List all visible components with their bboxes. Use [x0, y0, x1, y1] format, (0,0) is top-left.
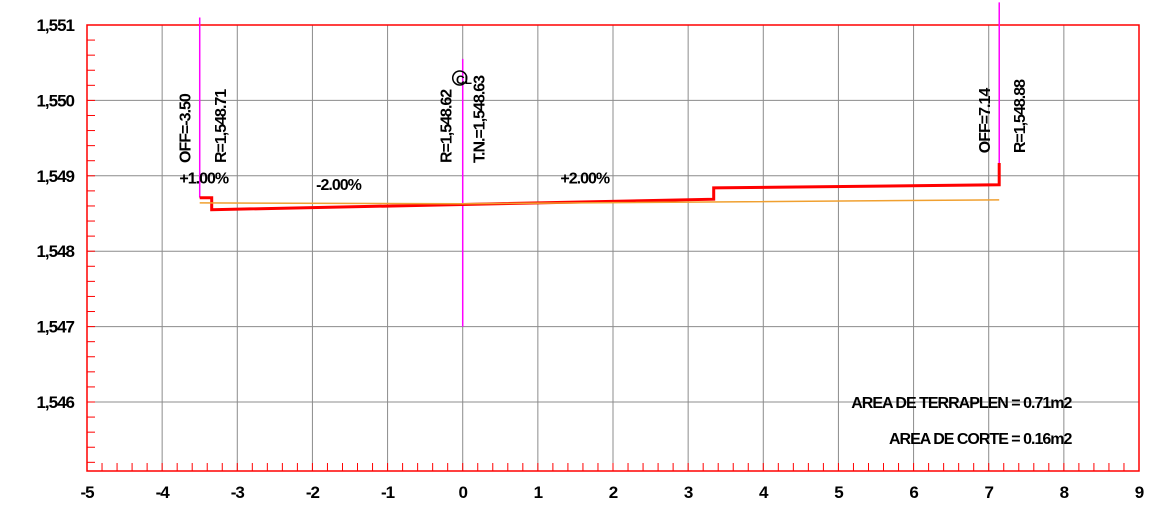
annotation-label: R=1,548.71: [213, 89, 230, 163]
area-labels: AREA DE TERRAPLEN = 0.71m2 AREA DE CORTE …: [851, 395, 1073, 448]
annotation-label: R=1,548.88: [1012, 79, 1029, 153]
offset-lines: [198, 2, 1000, 327]
annotation-label: OFF=-3.50: [178, 93, 195, 163]
annotation-label: OFF=7.14: [977, 88, 994, 154]
series-line: [199, 163, 1001, 212]
x-tick-label: -4: [156, 483, 171, 502]
annotation-label: T.N.=1,548.63: [472, 75, 489, 163]
x-tick-label: 9: [1135, 483, 1144, 502]
x-tick-label: 5: [834, 483, 843, 502]
centerline-symbol: CL: [451, 70, 472, 87]
y-tick-label: 1,547: [36, 318, 74, 337]
x-tick-label: 2: [609, 483, 618, 502]
centerline-symbol-text: CL: [456, 73, 472, 87]
y-tick-label: 1,549: [36, 167, 74, 186]
minor-ticks: [87, 39, 1125, 471]
x-tick-label: 3: [684, 483, 693, 502]
x-tick-label: -1: [381, 483, 395, 502]
x-tick-label: 6: [909, 483, 918, 502]
x-tick-label: -5: [80, 483, 94, 502]
x-tick-label: 0: [458, 483, 467, 502]
y-tick-label: 1,551: [36, 16, 74, 35]
grid-lines: [87, 25, 1139, 471]
annotation-label: R=1,548.62: [438, 89, 455, 163]
x-tick-label: 1: [534, 483, 543, 502]
y-tick-label: 1,550: [36, 91, 74, 110]
y-tick-label: 1,546: [36, 393, 74, 412]
annotations: OFF=-3.50 R=1,548.71 +1.00% -2.00% R=1,548.6…: [178, 75, 1029, 194]
annotation-label: +2.00%: [560, 170, 609, 187]
y-tick-labels: 1,546 1,547 1,548 1,549 1,550 1,551: [36, 16, 75, 412]
series-lines: [199, 163, 1001, 212]
x-tick-label: 7: [984, 483, 993, 502]
annotation-label: +1.00%: [179, 170, 228, 187]
x-tick-label: -3: [231, 483, 245, 502]
area-label: AREA DE TERRAPLEN = 0.71m2: [851, 395, 1072, 412]
y-tick-label: 1,548: [36, 242, 74, 261]
series-line: [199, 199, 1000, 205]
x-tick-label: -2: [306, 483, 320, 502]
plot-frame: [86, 24, 1140, 472]
x-tick-labels: -5 -4 -3 -2 -1 0 1 2 3 4 5 6 7 8 9: [80, 483, 1144, 502]
centerline-circle-icon: [451, 70, 468, 86]
area-label: AREA DE CORTE = 0.16m2: [889, 431, 1072, 448]
x-tick-label: 4: [759, 483, 769, 502]
x-tick-label: 8: [1060, 483, 1069, 502]
annotation-label: -2.00%: [316, 177, 361, 194]
